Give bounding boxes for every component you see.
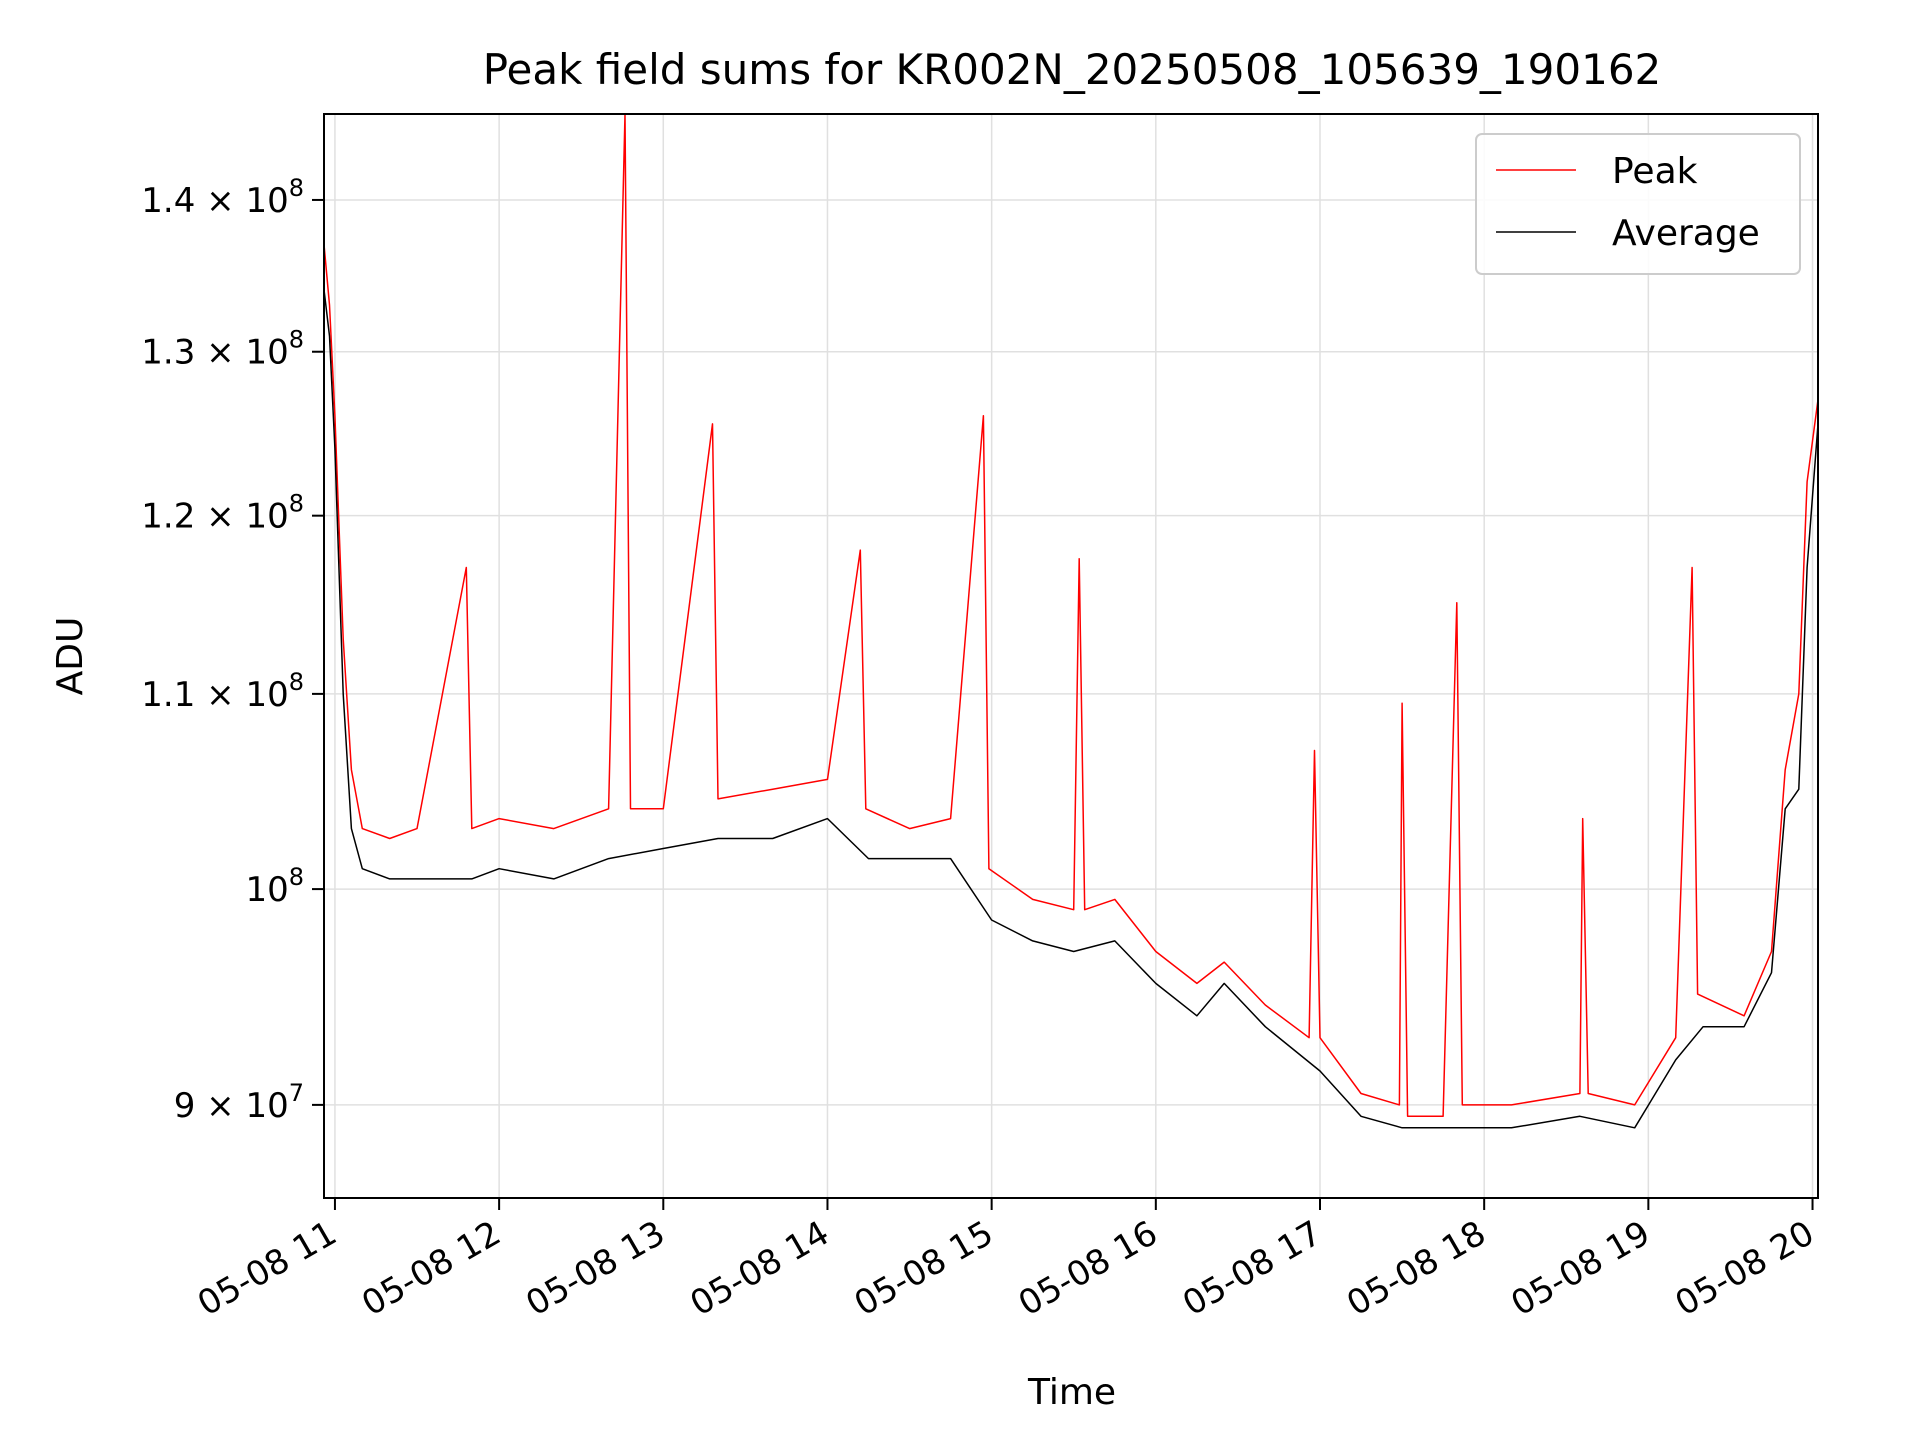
series-line-peak [323,113,1819,1118]
chart-title: Peak field sums for KR002N_20250508_1056… [483,45,1662,94]
y-tick-base: 10 [245,870,288,910]
x-axis-label: Time [1027,1372,1116,1413]
y-tick-exponent: 7 [289,1079,304,1107]
y-tick-base: × 10 [195,497,288,537]
y-tick-mantissa: 1.2 [141,497,195,537]
y-tick-exponent: 8 [289,863,304,891]
y-tick-base: × 10 [195,333,288,373]
y-tick-label: 9 × 107 [174,1079,304,1126]
y-tick-base: × 10 [195,675,288,715]
y-tick-label: 1.1 × 108 [141,668,304,715]
legend: Peak Average [1475,133,1801,275]
legend-label-peak: Peak [1612,151,1698,192]
y-tick-exponent: 8 [289,174,304,202]
series-layer [323,113,1819,1129]
y-tick-mantissa: 1.4 [141,181,195,221]
legend-box [1475,133,1801,275]
y-tick-label: 1.4 × 108 [141,174,304,221]
y-tick-base: × 10 [195,1086,288,1126]
y-tick-label: 108 [245,863,304,910]
y-tick-exponent: 8 [289,490,304,518]
grid [324,114,1818,1198]
y-tick-mantissa: 9 [174,1086,196,1126]
y-tick-mantissa: 1.1 [141,675,195,715]
plot-frame [323,113,1819,1199]
y-tick-exponent: 8 [289,668,304,696]
y-axis-label: ADU [50,617,91,696]
y-tick-label: 1.3 × 108 [141,326,304,373]
y-tick-mantissa: 1.3 [141,333,195,373]
y-tick-label: 1.2 × 108 [141,490,304,537]
legend-label-average: Average [1612,213,1760,254]
y-tick-base: × 10 [195,181,288,221]
y-tick-exponent: 8 [289,326,304,354]
series-line-average [323,289,1819,1129]
